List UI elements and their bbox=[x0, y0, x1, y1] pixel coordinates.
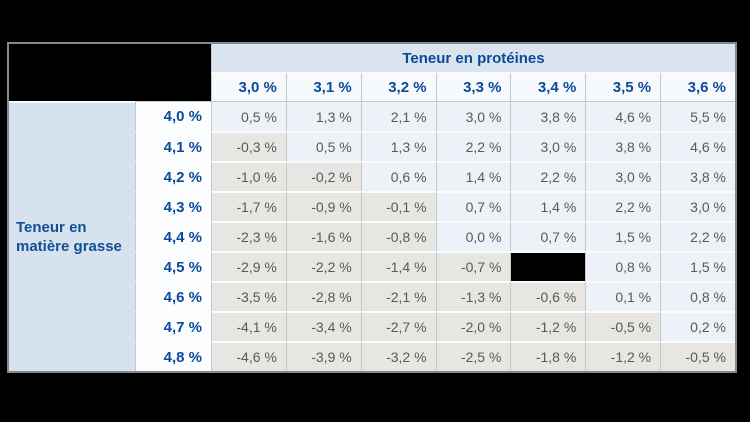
table-cell: -0,1 % bbox=[360, 191, 436, 221]
table-cell: 0,6 % bbox=[360, 161, 436, 191]
table-cell: -0,9 % bbox=[285, 191, 361, 221]
table-cell: 0,5 % bbox=[285, 131, 361, 161]
protein-col-header: 3,6 % bbox=[660, 72, 735, 101]
fat-row-header: 4,7 % bbox=[135, 311, 211, 341]
table-cell: -0,5 % bbox=[585, 311, 661, 341]
table-cell: -0,7 % bbox=[435, 251, 511, 281]
table-cell: 5,5 % bbox=[660, 101, 735, 131]
table-cell: 2,2 % bbox=[435, 131, 511, 161]
fat-row-header: 4,5 % bbox=[135, 251, 211, 281]
table-cell: -0,3 % bbox=[211, 131, 286, 161]
sensitivity-table: Teneur en protéines Teneur en matière gr… bbox=[7, 42, 737, 373]
table-cell: -0,6 % bbox=[510, 281, 586, 311]
table-cell: 3,8 % bbox=[585, 131, 661, 161]
table-cell: 3,0 % bbox=[660, 191, 735, 221]
table-cell: -2,8 % bbox=[285, 281, 361, 311]
protein-col-header: 3,0 % bbox=[211, 72, 286, 101]
table-cell: -1,0 % bbox=[211, 161, 286, 191]
protein-col-header: 3,5 % bbox=[585, 72, 661, 101]
table-cell: -3,5 % bbox=[211, 281, 286, 311]
table-cell: -2,1 % bbox=[360, 281, 436, 311]
table-cell: 0,2 % bbox=[660, 311, 735, 341]
protein-col-header: 3,2 % bbox=[360, 72, 436, 101]
fat-row-header: 4,2 % bbox=[135, 161, 211, 191]
table-cell: 3,0 % bbox=[435, 101, 511, 131]
table-cell: 1,5 % bbox=[660, 251, 735, 281]
table-cell: -1,6 % bbox=[285, 221, 361, 251]
table-cell: 4,6 % bbox=[585, 101, 661, 131]
table-cell: 1,4 % bbox=[435, 161, 511, 191]
table-cell: 1,5 % bbox=[585, 221, 661, 251]
fat-row-header: 4,8 % bbox=[135, 341, 211, 371]
table-cell: 3,0 % bbox=[585, 161, 661, 191]
table-cell: -1,2 % bbox=[510, 311, 586, 341]
fat-axis-header: Teneur en matière grasse bbox=[9, 101, 135, 371]
table-cell: -2,0 % bbox=[435, 311, 511, 341]
table-cell: -3,2 % bbox=[360, 341, 436, 371]
protein-col-header: 3,4 % bbox=[510, 72, 586, 101]
table-cell: -1,2 % bbox=[585, 341, 661, 371]
table-cell: 0,0 % bbox=[435, 221, 511, 251]
table-cell: -1,7 % bbox=[211, 191, 286, 221]
redacted-cell bbox=[510, 251, 586, 281]
table-cell: -1,4 % bbox=[360, 251, 436, 281]
table-cell: 0,1 % bbox=[585, 281, 661, 311]
redacted-header-block bbox=[9, 44, 211, 101]
table-cell: -2,2 % bbox=[285, 251, 361, 281]
table-cell: -2,5 % bbox=[435, 341, 511, 371]
table-cell: -2,7 % bbox=[360, 311, 436, 341]
table-cell: 4,6 % bbox=[660, 131, 735, 161]
table-cell: 1,3 % bbox=[360, 131, 436, 161]
table-cell: 0,7 % bbox=[435, 191, 511, 221]
table-cell: 1,3 % bbox=[285, 101, 361, 131]
fat-row-header: 4,6 % bbox=[135, 281, 211, 311]
table-cell: 2,2 % bbox=[585, 191, 661, 221]
fat-row-header: 4,0 % bbox=[135, 101, 211, 131]
table-cell: -0,2 % bbox=[285, 161, 361, 191]
protein-col-header: 3,3 % bbox=[435, 72, 511, 101]
table-cell: -4,6 % bbox=[211, 341, 286, 371]
table-cell: -2,3 % bbox=[211, 221, 286, 251]
table-cell: -1,3 % bbox=[435, 281, 511, 311]
table-cell: 2,2 % bbox=[660, 221, 735, 251]
table-cell: 2,1 % bbox=[360, 101, 436, 131]
table-cell: 0,8 % bbox=[585, 251, 661, 281]
table-cell: -3,9 % bbox=[285, 341, 361, 371]
table-cell: 0,5 % bbox=[211, 101, 286, 131]
table-cell: 0,7 % bbox=[510, 221, 586, 251]
table-cell: -2,9 % bbox=[211, 251, 286, 281]
protein-col-header: 3,1 % bbox=[285, 72, 361, 101]
table-cell: -3,4 % bbox=[285, 311, 361, 341]
table-cell: -0,5 % bbox=[660, 341, 735, 371]
table-cell: -4,1 % bbox=[211, 311, 286, 341]
table-cell: 3,8 % bbox=[510, 101, 586, 131]
fat-row-header: 4,3 % bbox=[135, 191, 211, 221]
table-cell: 3,0 % bbox=[510, 131, 586, 161]
table-cell: 1,4 % bbox=[510, 191, 586, 221]
table-cell: 2,2 % bbox=[510, 161, 586, 191]
table-cell: -1,8 % bbox=[510, 341, 586, 371]
protein-axis-header: Teneur en protéines bbox=[211, 44, 735, 72]
fat-row-header: 4,1 % bbox=[135, 131, 211, 161]
table-cell: -0,8 % bbox=[360, 221, 436, 251]
fat-row-header: 4,4 % bbox=[135, 221, 211, 251]
table-cell: 3,8 % bbox=[660, 161, 735, 191]
table-cell: 0,8 % bbox=[660, 281, 735, 311]
